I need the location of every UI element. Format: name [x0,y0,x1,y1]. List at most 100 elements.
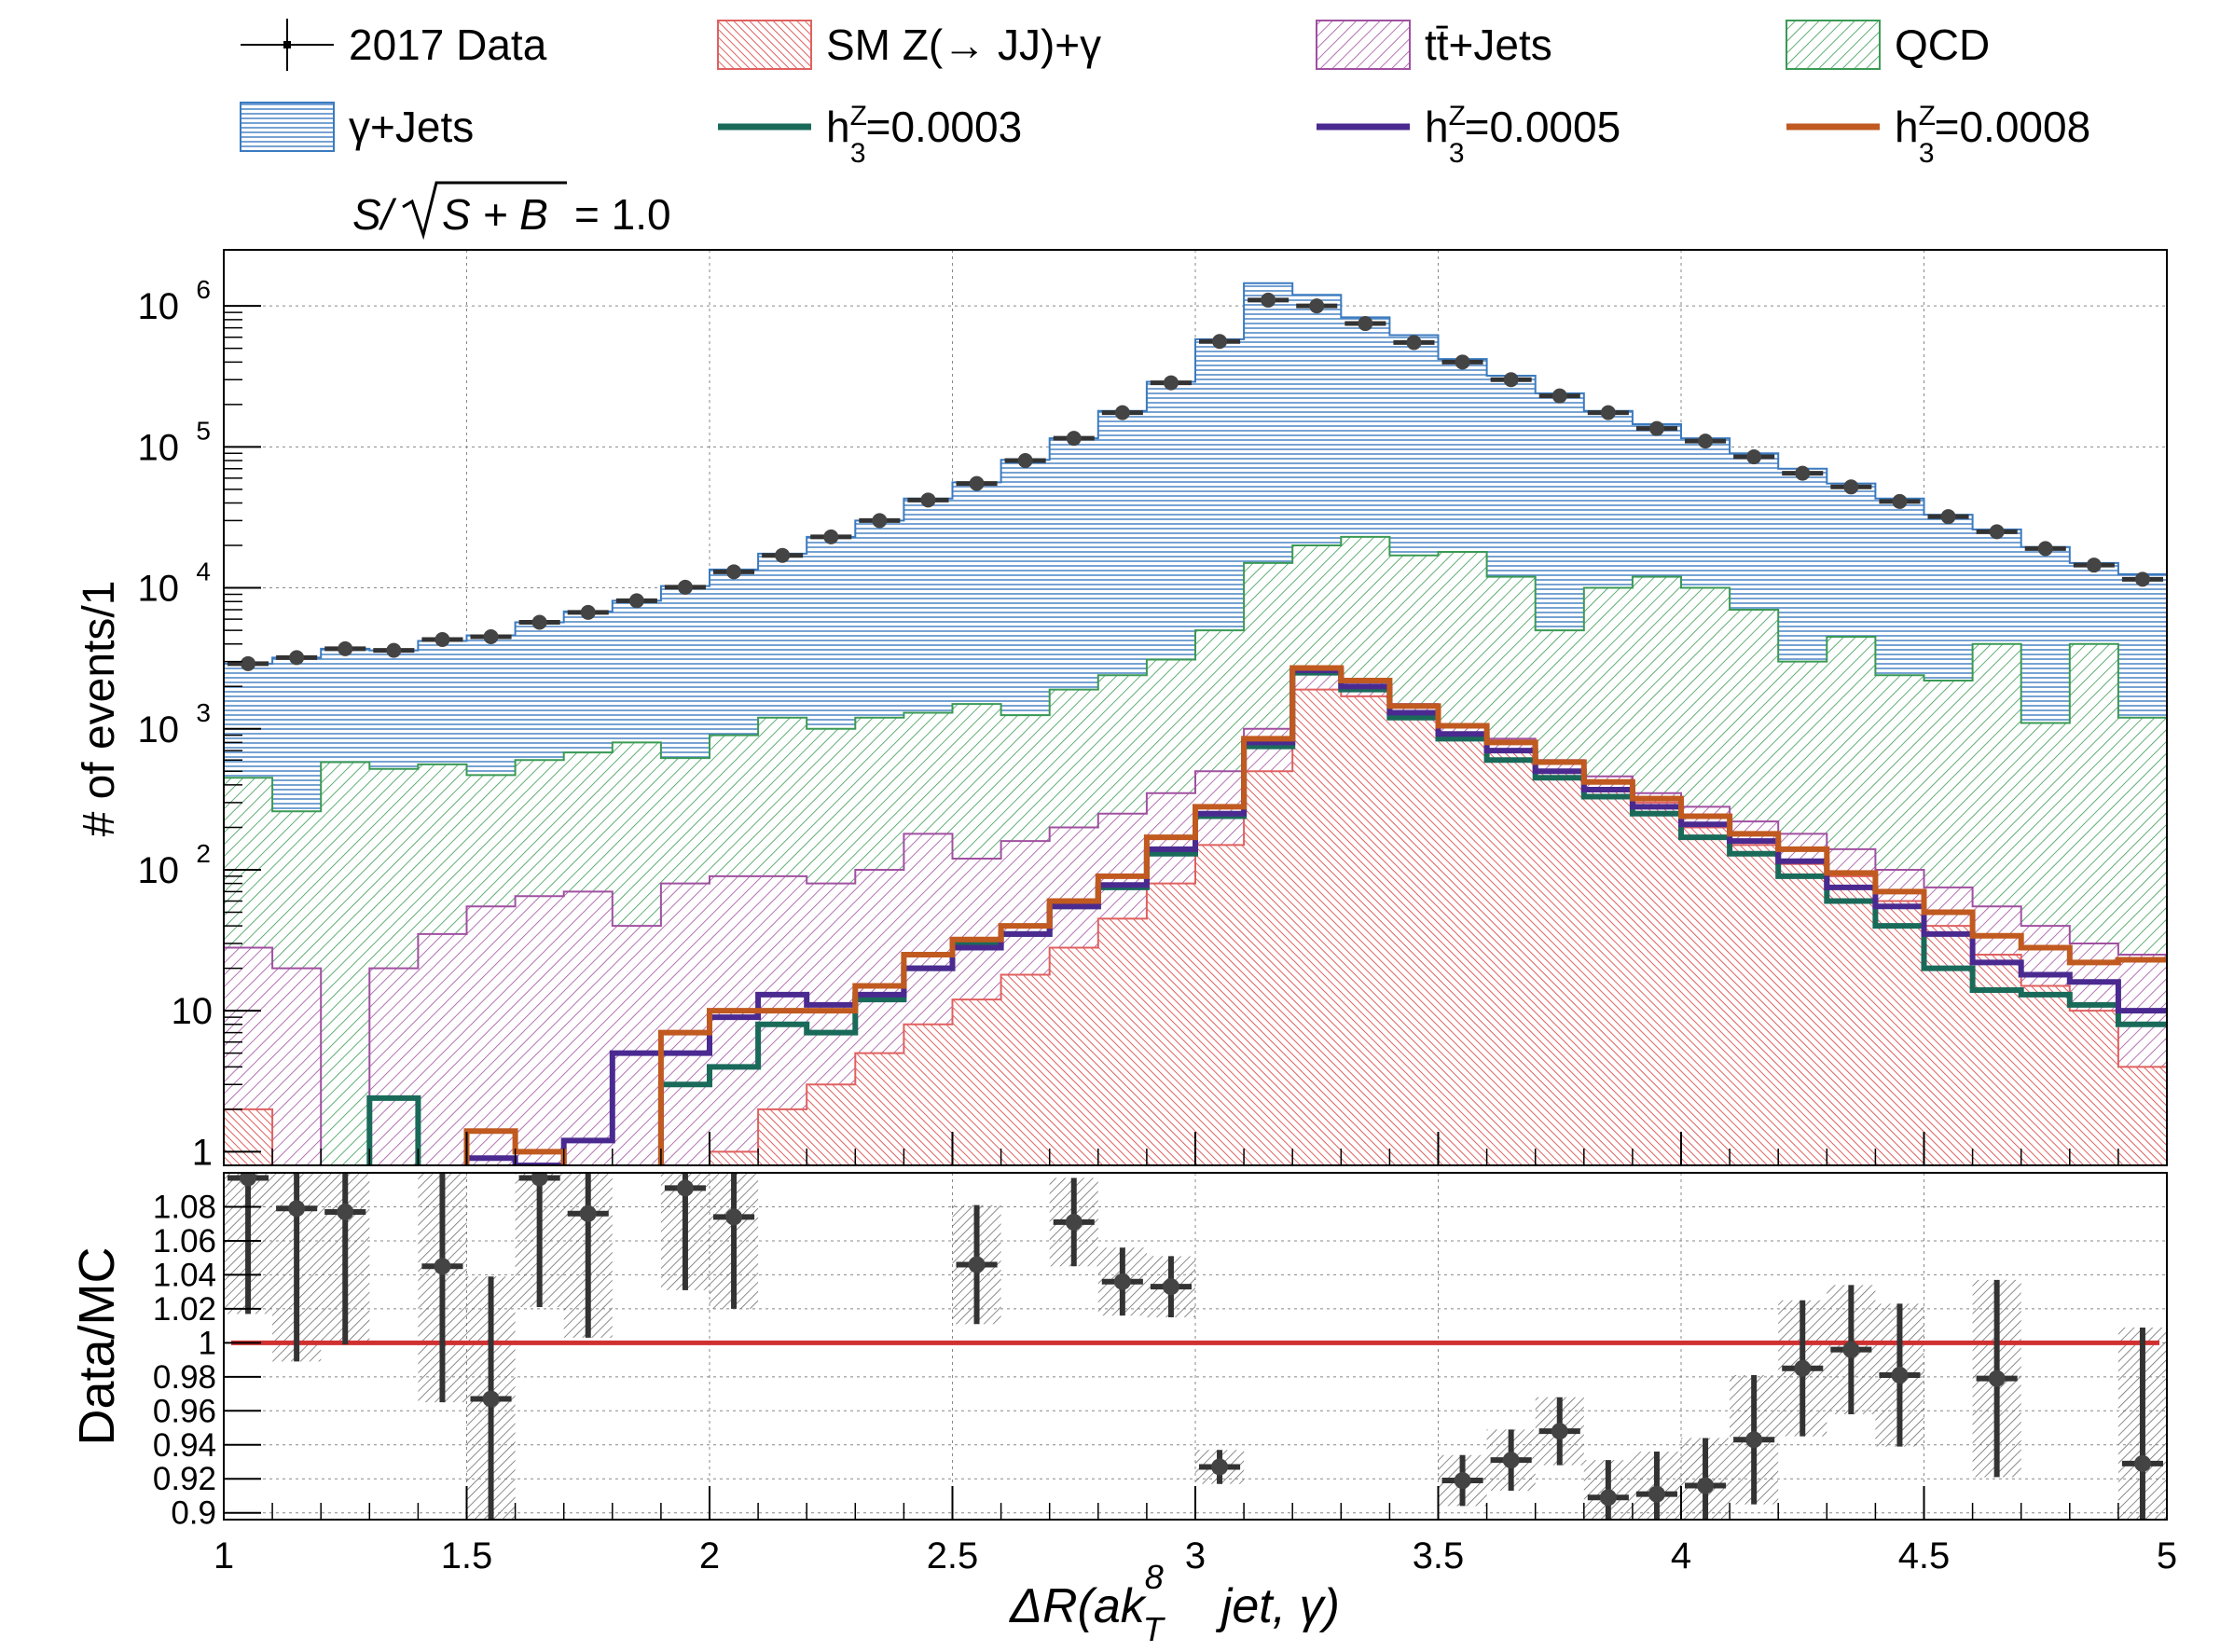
data-point [2121,571,2163,587]
data-point-marker [2037,541,2053,557]
data-point [1879,493,1921,509]
ratio-point [276,1173,318,1362]
data-point-marker [241,655,256,671]
ratio-point [713,1173,755,1309]
data-point-marker [289,650,305,666]
legend-swatch [717,20,812,70]
data-point-marker [1892,493,1908,509]
legend-entry: QCD [1786,20,1990,70]
data-point-marker [1212,334,1228,350]
legend-entry: tt̄+Jets [1316,20,1552,70]
data-point-marker [726,564,742,580]
ratio-point-marker [1745,1431,1763,1449]
legend-label: γ+Jets [349,103,474,151]
main-plot-panel: 1 10 10 2 10 3 10 4 10 5 10 6 # of events/1 [75,249,2168,1173]
data-point-marker [1309,298,1325,314]
significance-label: S/S + B = 1.0 [352,181,671,241]
data-point-marker [386,642,402,658]
ratio-y-tick-label: 1.08 [153,1189,216,1225]
data-point-marker [531,614,547,630]
data-point [1927,509,1969,525]
data-point-marker [1455,354,1470,370]
ratio-point-marker [434,1258,451,1275]
legend-label: 2017 Data [349,21,547,69]
ratio-point-marker [482,1390,500,1408]
ratio-point-marker [1454,1472,1471,1490]
ratio-point-marker [1113,1273,1131,1290]
data-point [1635,420,1677,436]
main-y-tick-label: 10 [138,286,180,327]
data-point-marker [1017,453,1033,469]
data-point-marker [1795,465,1811,481]
data-point-marker [1698,434,1714,449]
data-point [907,492,949,508]
main-y-tick-exponent: 4 [196,558,211,586]
legend-entry: SM Z(→ JJ)+γ [717,20,1101,70]
ratio-point [1199,1450,1241,1484]
data-point-marker [1648,420,1664,436]
x-tick-label: 1.5 [441,1535,493,1576]
ratio-point-marker [337,1203,354,1220]
main-y-tick-label: 10 [138,709,180,750]
data-point-marker [1600,405,1616,420]
data-point [1490,372,1532,388]
data-point [664,579,706,595]
main-y-axis-title: # of events/1 [75,581,124,837]
ratio-point [1635,1452,1677,1520]
legend-swatch [1786,20,1881,70]
data-point [1587,405,1629,420]
ratio-point [470,1276,512,1520]
data-points [228,292,2163,671]
ratio-point-marker [1697,1477,1715,1494]
x-tick-label: 3 [1185,1535,1206,1576]
ratio-y-tick-label: 0.9 [171,1495,216,1532]
x-tick-label: 4.5 [1898,1535,1951,1576]
ratio-y-axis-title: Data/MC [69,1246,125,1445]
x-tick-label: 4 [1671,1535,1691,1576]
ratio-point [518,1173,560,1308]
main-y-tick-label: 10 [138,427,180,468]
legend-swatch [240,102,335,152]
data-point-marker [1261,292,1276,308]
data-point-marker [969,475,985,491]
ratio-point [1490,1429,1532,1491]
data-point [1976,524,2018,540]
main-y-tick-label: 1 [192,1132,213,1173]
data-point [421,631,463,647]
ratio-point [664,1173,706,1290]
data-point-marker [1551,388,1567,404]
significance-radicand: S + B [442,190,548,239]
data-point [1685,434,1727,449]
legend: 2017 Data SM Z(→ JJ)+γ tt̄+Jets QCD γ+Jets hZ… [240,19,2090,169]
ratio-y-tick-label: 1.06 [153,1223,216,1260]
data-point-marker [1163,375,1179,391]
ratio-point-marker [1842,1341,1860,1358]
data-point [1199,334,1241,350]
legend-entry: 2017 Data [241,19,547,71]
data-point [1248,292,1289,308]
data-point-marker [1989,524,2005,540]
data-point-marker [775,547,791,563]
ratio-point [1441,1454,1483,1507]
ratio-point [956,1205,998,1325]
ratio-point-marker [1211,1458,1229,1476]
ratio-y-tick-label: 1.02 [153,1291,216,1328]
main-y-tick-exponent: 3 [196,698,211,727]
main-y-axis: 1 10 10 2 10 3 10 4 10 5 10 6 [138,275,2168,1173]
legend-label: hZ 3=0.0003 [826,101,1022,169]
legend-entry: hZ 3=0.0008 [1786,101,2090,169]
data-point [324,640,366,656]
signal-line [366,669,2167,1165]
ratio-point [1538,1397,1580,1466]
ratio-point-marker [968,1256,986,1273]
legend-swatch [1316,20,1411,70]
data-point-marker [338,640,353,656]
ratio-point-marker [2133,1454,2151,1472]
x-tick-label: 3.5 [1413,1535,1465,1576]
ratio-y-tick-label: 0.94 [153,1427,216,1464]
ratio-point-marker [1599,1489,1617,1507]
legend-data-marker [283,41,291,48]
data-point [228,655,269,671]
data-point-marker [1114,405,1130,420]
